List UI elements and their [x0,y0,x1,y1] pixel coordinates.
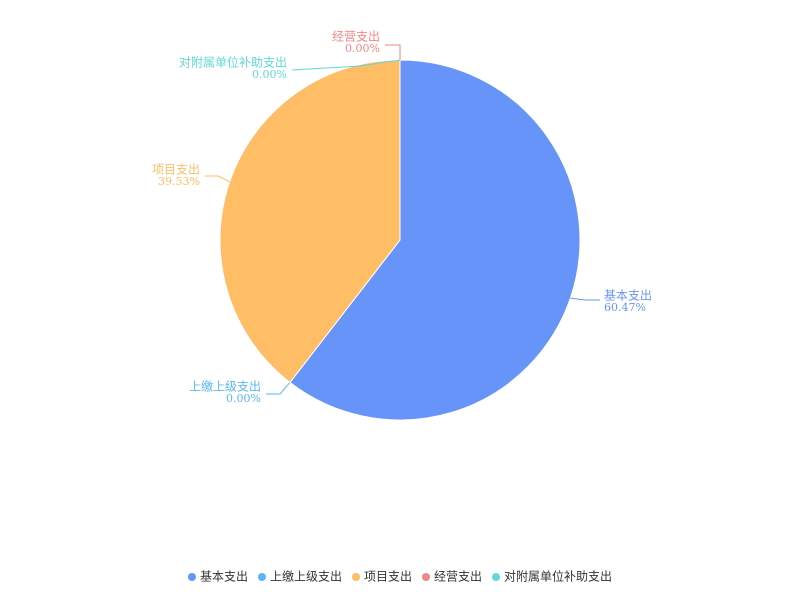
legend-label: 上缴上级支出 [270,569,342,584]
slice-label: 经营支出 [332,30,380,44]
slice-label: 上缴上级支出 [189,379,261,394]
legend-label: 经营支出 [434,570,482,584]
legend-label: 对附属单位补助支出 [504,569,612,584]
legend-label: 项目支出 [364,570,412,584]
slice-value-label: 0.00% [252,68,287,81]
leader-line [291,59,401,71]
slice-value-label: 39.53% [158,175,200,188]
leader-line [385,44,401,60]
slice-value-label: 60.47% [604,301,646,314]
legend-marker [257,573,266,581]
legend-marker [422,573,431,581]
pie-slice [289,59,581,421]
leader-line [266,382,291,395]
slice-label: 基本支出 [604,289,652,303]
slice-value-label: 0.00% [345,42,380,55]
slice-value-label: 0.00% [226,392,261,405]
legend-label: 基本支出 [200,570,248,584]
legend-marker [187,573,196,581]
leader-line [205,175,230,183]
slice-label: 对附属单位补助支出 [179,55,287,70]
leader-line [570,297,600,301]
legend-marker [492,573,501,581]
slice-label: 项目支出 [152,163,200,177]
legend: 基本支出 上缴上级支出 项目支出 经营支出 对附属单位补助支出 [187,569,612,584]
legend-marker [351,573,360,581]
